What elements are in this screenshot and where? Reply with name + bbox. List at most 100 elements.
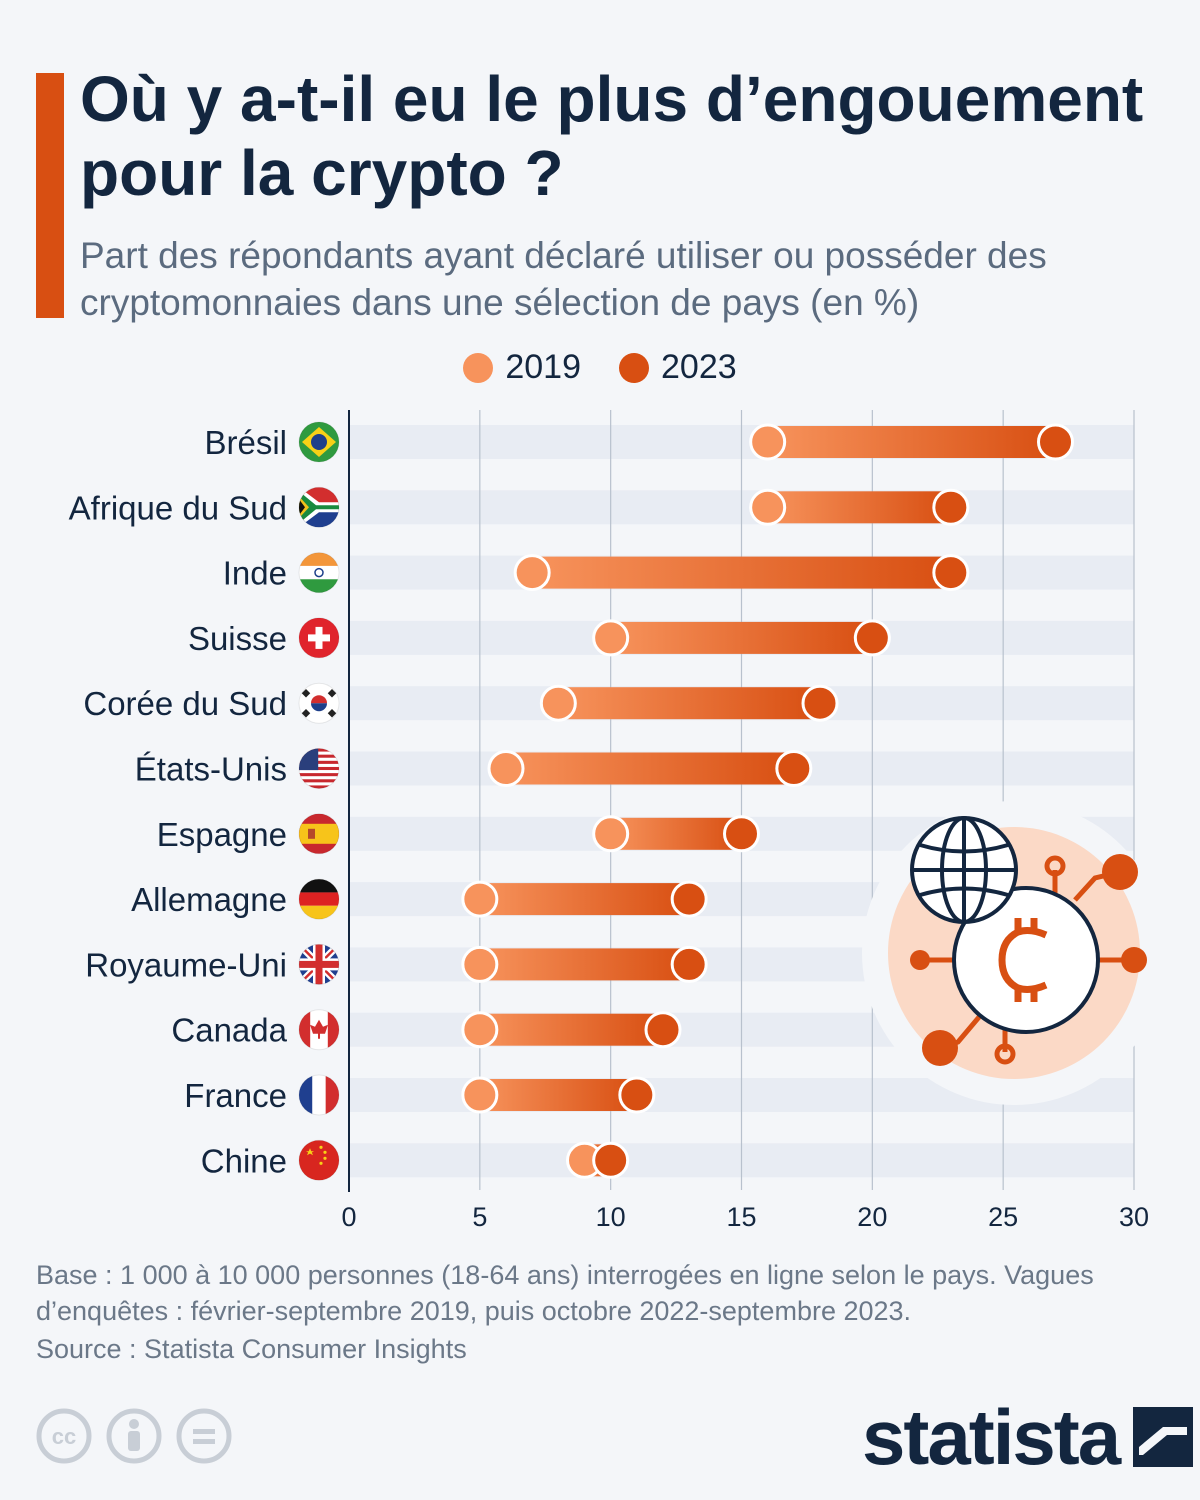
legend-label-2023: 2023 bbox=[661, 348, 737, 386]
point-2023 bbox=[618, 1076, 656, 1114]
brazil-flag bbox=[299, 422, 339, 462]
x-tick-label: 15 bbox=[726, 1202, 756, 1232]
range-bar bbox=[558, 687, 820, 720]
accent-bar bbox=[36, 73, 64, 318]
statista-logo-icon bbox=[1133, 1407, 1194, 1467]
uk-flag-outline bbox=[298, 943, 340, 985]
x-tick-label: 0 bbox=[341, 1202, 356, 1232]
data-row bbox=[461, 1011, 682, 1049]
data-row bbox=[461, 1076, 656, 1114]
country-label: Chine bbox=[201, 1142, 287, 1179]
switzerland-flag-outline bbox=[298, 617, 340, 659]
attribution-icon[interactable] bbox=[106, 1408, 162, 1464]
legend-label-2019: 2019 bbox=[505, 348, 581, 386]
point-2023 bbox=[644, 1011, 682, 1049]
switzerland-flag bbox=[299, 617, 339, 658]
x-tick-label: 10 bbox=[596, 1202, 626, 1232]
germany-flag bbox=[299, 879, 339, 920]
data-row bbox=[461, 945, 708, 983]
range-bar bbox=[532, 556, 951, 589]
point-2019 bbox=[539, 684, 577, 722]
svg-text:cc: cc bbox=[52, 1424, 76, 1449]
data-row bbox=[513, 554, 970, 592]
network-nodes bbox=[910, 854, 1147, 1066]
country-label: France bbox=[184, 1077, 287, 1114]
south-korea-flag-outline bbox=[298, 682, 340, 724]
license-icons: cc bbox=[36, 1408, 232, 1464]
point-2019 bbox=[461, 945, 499, 983]
point-2019 bbox=[749, 488, 787, 526]
point-2023 bbox=[932, 554, 970, 592]
spain-flag-outline bbox=[298, 813, 340, 855]
point-2019 bbox=[461, 1076, 499, 1114]
france-flag-outline bbox=[298, 1074, 340, 1116]
india-flag bbox=[299, 552, 339, 593]
data-row bbox=[566, 1141, 630, 1179]
point-2023 bbox=[670, 880, 708, 918]
point-2019 bbox=[592, 619, 630, 657]
country-label: Suisse bbox=[188, 620, 287, 657]
country-label: Afrique du Sud bbox=[69, 489, 287, 526]
bitcoin-icon bbox=[998, 918, 1048, 1002]
range-bar bbox=[610, 621, 873, 654]
france-flag bbox=[299, 1075, 339, 1115]
uk-flag bbox=[299, 944, 339, 985]
globe-icon bbox=[910, 816, 1018, 924]
brand-wordmark: statista bbox=[862, 1393, 1121, 1481]
range-bar bbox=[767, 491, 951, 524]
data-row bbox=[749, 488, 970, 526]
point-2023 bbox=[932, 488, 970, 526]
no-derivatives-icon[interactable] bbox=[176, 1408, 232, 1464]
south-africa-flag bbox=[299, 487, 339, 528]
canada-flag bbox=[299, 1009, 339, 1050]
point-2023 bbox=[801, 684, 839, 722]
legend-dot-2023 bbox=[619, 352, 649, 383]
dumbbell-chart: 0 5 10 15 20 25 30 bbox=[69, 410, 1166, 1232]
country-label: États-Unis bbox=[135, 751, 287, 788]
country-label: Canada bbox=[171, 1012, 287, 1049]
x-tick-label: 5 bbox=[472, 1202, 487, 1232]
chart-title: Où y a-t-il eu le plus d’engouement pour… bbox=[80, 63, 1144, 209]
data-row bbox=[749, 423, 1074, 461]
point-2019 bbox=[513, 554, 551, 592]
country-label: Corée du Sud bbox=[83, 685, 287, 722]
source-text: Source : Statista Consumer Insights bbox=[36, 1334, 467, 1364]
x-tick-label: 20 bbox=[857, 1202, 887, 1232]
brazil-flag-outline bbox=[298, 421, 340, 463]
creative-commons-icon[interactable]: cc bbox=[36, 1408, 92, 1464]
range-bar bbox=[610, 817, 742, 850]
south-africa-flag-outline bbox=[298, 486, 340, 528]
statista-logo[interactable]: statista bbox=[862, 1392, 1194, 1482]
legend-item-2019: 2019 bbox=[463, 348, 581, 387]
country-label: Inde bbox=[223, 555, 287, 592]
data-row bbox=[592, 619, 891, 657]
legend-item-2023: 2023 bbox=[619, 348, 737, 387]
range-bar bbox=[479, 1079, 637, 1111]
legend-dot-2019 bbox=[463, 352, 494, 383]
point-2023 bbox=[853, 619, 891, 657]
x-tick-label: 30 bbox=[1119, 1202, 1149, 1232]
usa-flag-outline bbox=[298, 748, 340, 789]
legend: 2019 2023 bbox=[0, 348, 1200, 387]
range-bar bbox=[767, 426, 1056, 458]
chart-subtitle: Part des répondants ayant déclaré utilis… bbox=[80, 235, 1047, 323]
germany-flag-outline bbox=[298, 878, 340, 920]
point-2019 bbox=[487, 750, 525, 787]
south-korea-flag bbox=[299, 683, 339, 724]
canada-flag-outline bbox=[298, 1009, 340, 1051]
range-bar bbox=[479, 1013, 663, 1046]
range-bar bbox=[479, 948, 690, 981]
country-label: Allemagne bbox=[131, 881, 287, 918]
data-row bbox=[539, 684, 839, 722]
footnote: Base : 1 000 à 10 000 personnes (18-64 a… bbox=[36, 1260, 1094, 1326]
range-bar bbox=[506, 752, 794, 785]
country-label: Royaume-Uni bbox=[85, 946, 287, 983]
bitcoin-circle bbox=[952, 886, 1100, 1034]
point-2023 bbox=[1037, 423, 1074, 461]
data-row bbox=[487, 750, 813, 787]
country-label: Espagne bbox=[157, 816, 287, 853]
point-2023 bbox=[670, 945, 708, 983]
point-2019 bbox=[592, 815, 630, 853]
point-2023 bbox=[723, 815, 760, 853]
point-2019 bbox=[749, 423, 787, 461]
